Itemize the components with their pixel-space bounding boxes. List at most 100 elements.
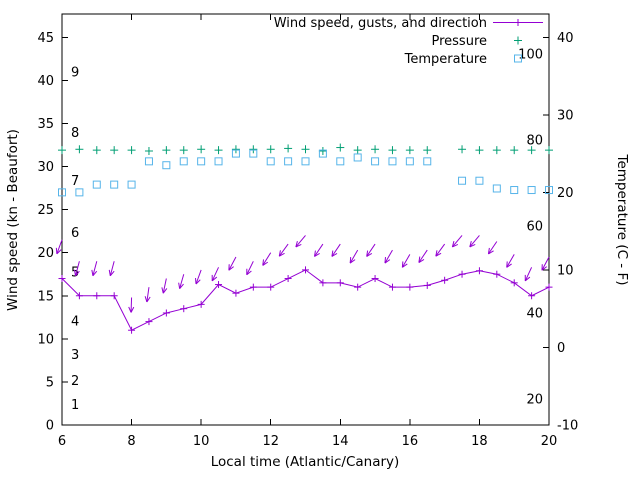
fahrenheit-scale-label: 80 (526, 133, 543, 148)
gust-arrow-shaft (92, 261, 98, 276)
y-right-tick-label: 20 (557, 186, 574, 201)
y-left-tick-label: 35 (37, 117, 54, 132)
temperature-point (231, 149, 240, 158)
x-tick-label: 16 (402, 434, 419, 449)
temperature-point (284, 157, 293, 166)
gust-arrow-shaft (469, 235, 480, 248)
temperature-point (110, 180, 119, 189)
gust-arrow-barb (314, 250, 316, 257)
gust-arrow-barb (178, 282, 181, 289)
temperature-point (527, 186, 536, 195)
temperature-point (475, 176, 484, 185)
gust-arrow-shaft (435, 243, 446, 257)
gust-arrow-barb (349, 259, 356, 264)
beaufort-scale-label: 3 (71, 348, 79, 363)
y-left-tick-label: 5 (46, 375, 54, 390)
temperature-point (144, 157, 153, 166)
x-tick-label: 8 (127, 434, 135, 449)
y-right-tick-label: 40 (557, 31, 574, 46)
temperature-point (127, 180, 136, 189)
beaufort-scale-label: 9 (71, 66, 79, 81)
y-left-tick-label: 30 (37, 160, 54, 175)
temperature-point (179, 157, 188, 166)
x-axis-title: Local time (Atlantic/Canary) (211, 454, 400, 470)
gust-arrow-shaft (109, 261, 115, 276)
temperature-point (405, 157, 414, 166)
gust-arrow-shaft (488, 241, 498, 255)
gust-arrow-barb (402, 263, 408, 268)
gust-arrow-barb (349, 257, 352, 264)
gust-arrow-barb (195, 279, 201, 285)
gust-arrow-barb (91, 269, 94, 276)
gust-arrow-shaft (314, 243, 324, 257)
fahrenheit-scale-label: 100 (518, 47, 543, 62)
gust-arrow-barb (506, 263, 512, 268)
gust-arrow-barb (469, 241, 472, 248)
gust-arrow-barb (130, 306, 135, 313)
x-tick-label: 6 (58, 434, 66, 449)
gust-arrow-barb (524, 276, 531, 282)
gust-arrow-barb (161, 287, 164, 294)
beaufort-scale-label: 6 (71, 226, 79, 241)
gust-arrow-barb (331, 252, 338, 257)
y-axis-right-title: Temperature (C - F) (614, 154, 630, 286)
gust-arrow-barb (331, 250, 334, 257)
gust-arrow-barb (262, 261, 269, 266)
gust-arrow-shaft (130, 297, 133, 313)
y-right-tick-label: 30 (557, 108, 574, 123)
y-right-tick-label: 0 (557, 341, 565, 356)
gust-arrow-barb (541, 266, 548, 271)
temperature-point (318, 149, 327, 158)
gust-arrow-shaft (524, 267, 533, 282)
gust-arrow-shaft (179, 274, 185, 289)
gust-arrow-barb (418, 256, 421, 263)
gust-arrow-shaft (146, 287, 150, 303)
x-tick-label: 20 (541, 434, 558, 449)
y-axis-left-title: Wind speed (kn - Beaufort) (5, 129, 21, 311)
gust-arrow-barb (108, 269, 111, 276)
gust-arrow-barb (451, 241, 455, 248)
temperature-point (214, 157, 223, 166)
temperature-point (353, 153, 362, 162)
gust-arrow-barb (469, 243, 476, 248)
fahrenheit-scale-label: 40 (526, 306, 543, 321)
gust-arrow-shaft (295, 235, 306, 248)
y-left-tick-label: 20 (37, 246, 54, 261)
gust-arrow-barb (384, 257, 386, 264)
gust-arrow-shaft (541, 256, 550, 271)
temperature-point (58, 188, 66, 197)
y-left-tick-label: 15 (37, 289, 54, 304)
gust-arrow-barb (228, 266, 234, 271)
temperature-point (371, 157, 380, 166)
temperature-point (249, 149, 258, 158)
temperature-point (301, 157, 310, 166)
gust-arrow-shaft (401, 254, 411, 268)
gust-arrow-shaft (162, 278, 167, 294)
legend-sample-temperature-marker (514, 54, 522, 63)
gust-arrow-barb (435, 250, 438, 257)
x-tick-label: 12 (262, 434, 279, 449)
x-tick-label: 10 (193, 434, 210, 449)
gust-arrow-barb (146, 296, 151, 303)
gust-arrow-barb (55, 247, 58, 254)
y-left-tick-label: 25 (37, 203, 54, 218)
gust-arrow-barb (73, 269, 77, 276)
gust-arrow-shaft (506, 254, 515, 268)
gust-arrow-shaft (262, 252, 272, 266)
y-left-tick-label: 10 (37, 332, 54, 347)
plot-layer: 6 8 10 12 14 16 18 20051015202530354045-1001020… (37, 13, 578, 449)
gust-arrow-barb (246, 270, 252, 276)
gust-arrow-shaft (278, 243, 289, 257)
gust-arrow-barb (211, 276, 218, 282)
gust-arrow-shaft (246, 261, 254, 275)
legend-label-pressure: Pressure (431, 34, 487, 49)
wind-speed-line (61, 269, 550, 331)
gust-arrow-barb (366, 252, 373, 257)
y-right-tick-label: 10 (557, 263, 574, 278)
gust-arrow-barb (162, 288, 168, 294)
gust-arrow-barb (194, 277, 197, 285)
legend-label-temperature: Temperature (404, 52, 487, 67)
beaufort-scale-label: 1 (71, 398, 79, 413)
gust-arrow-shaft (384, 249, 393, 264)
